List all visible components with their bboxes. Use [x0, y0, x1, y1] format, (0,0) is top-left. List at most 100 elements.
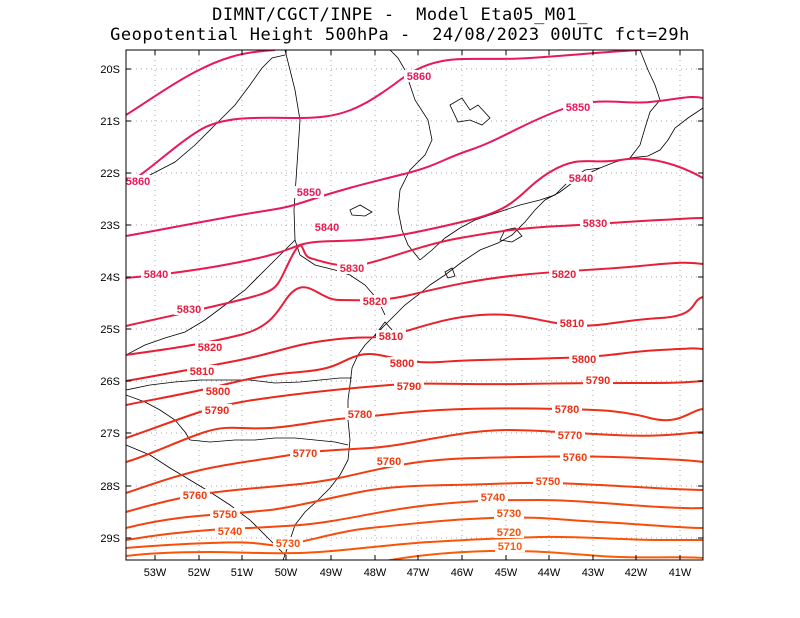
contour-label-5830: 5830: [177, 304, 201, 316]
coastline-borders: [126, 50, 703, 560]
contour-label-5740: 5740: [481, 492, 505, 504]
contour-label-bg: [174, 303, 204, 315]
contour-label-bg: [374, 455, 404, 467]
contour-label-bg: [583, 374, 613, 386]
lon-label: 49W: [320, 567, 343, 579]
contour-line-5850: [126, 95, 703, 237]
contour-label-5840: 5840: [144, 269, 168, 281]
contour-label-5730: 5730: [497, 508, 521, 520]
contour-line-5720: [126, 535, 703, 557]
border-mg-es: [629, 50, 661, 159]
contour-label-5820: 5820: [552, 269, 576, 281]
lat-label: 27S: [100, 428, 120, 440]
contour-line-5740: [126, 499, 703, 541]
contour-label-5790: 5790: [397, 381, 421, 393]
map-frame: [125, 49, 704, 561]
contour-label-bg: [294, 186, 324, 198]
lon-label: 53W: [144, 567, 167, 579]
contour-label-bg: [494, 507, 524, 519]
border-ms-pr: [126, 239, 296, 356]
lat-label: 28S: [100, 481, 120, 493]
chart-title-line2: Geopotential Height 500hPa - 24/08/2023 …: [110, 25, 690, 45]
contour-label-bg: [376, 330, 406, 342]
contour-label-5770: 5770: [558, 430, 582, 442]
lon-label: 46W: [451, 567, 474, 579]
contour-line-5860: [126, 50, 276, 116]
contour-label-bg: [273, 537, 303, 549]
contour-label-bg: [312, 221, 342, 233]
contour-line-5730: [126, 516, 703, 549]
contour-label-5740: 5740: [218, 526, 242, 538]
border-pr-sc: [126, 377, 352, 391]
lon-label: 41W: [669, 567, 692, 579]
contour-label-bg: [141, 268, 171, 280]
contour-label-bg: [202, 404, 232, 416]
contour-label-5780: 5780: [555, 404, 579, 416]
contour-label-bg: [495, 540, 525, 552]
contour-label-5840: 5840: [315, 222, 339, 234]
contour-label-bg: [552, 403, 582, 415]
chart-title-line1: DIMNT/CGCT/INPE - Model Eta05_M01_: [212, 5, 588, 25]
axis-ticks: 20S 21S 22S 23S 24S 25S 26S 27S 28S 29S 53W 52W 51W 5…: [100, 50, 703, 579]
contour-line-5830: [126, 217, 703, 327]
contour-label-bg: [345, 408, 375, 420]
contour-label-bg: [123, 175, 153, 187]
lon-label: 47W: [407, 567, 430, 579]
contour-label-5810: 5810: [379, 331, 403, 343]
contour-label-bg: [187, 365, 217, 377]
contour-label-bg: [337, 262, 367, 274]
contour-label-bg: [533, 475, 563, 487]
lat-label: 23S: [100, 220, 120, 232]
contour-label-bg: [555, 429, 585, 441]
contour-label-bg: [210, 508, 240, 520]
contour-line-5770: [126, 429, 703, 494]
contour-label-5830: 5830: [583, 218, 607, 230]
contour-label-bg: [478, 491, 508, 503]
lon-label: 51W: [231, 567, 254, 579]
contour-label-bg: [580, 217, 610, 229]
contour-label-5780: 5780: [348, 409, 372, 421]
contour-line-5780: [126, 407, 703, 463]
contour-label-bg: [563, 101, 593, 113]
lat-label: 21S: [100, 116, 120, 128]
contour-label-bg: [203, 385, 233, 397]
contour-label-5790: 5790: [205, 405, 229, 417]
lon-label: 48W: [364, 567, 387, 579]
contour-label-5830: 5830: [340, 263, 364, 275]
contour-label-5860: 5860: [407, 71, 431, 83]
contour-label-5760: 5760: [377, 456, 401, 468]
contour-label-5850: 5850: [566, 102, 590, 114]
contour-label-5800: 5800: [572, 354, 596, 366]
lon-label: 43W: [582, 567, 605, 579]
contour-line-5750: [126, 481, 703, 529]
contour-label-bg: [494, 526, 524, 538]
lon-label: 45W: [495, 567, 518, 579]
contour-line-5710: [385, 549, 703, 560]
lon-label: 50W: [275, 567, 298, 579]
border-arg-br: [126, 394, 191, 441]
contour-label-bg: [180, 489, 210, 501]
lat-label: 22S: [100, 168, 120, 180]
contour-label-5850: 5850: [297, 187, 321, 199]
contour-line-5840: [126, 157, 703, 279]
contour-label-5710: 5710: [498, 541, 522, 553]
contour-label-5770: 5770: [293, 448, 317, 460]
island-ilhabela: [444, 267, 456, 279]
contour-label-5760: 5760: [183, 490, 207, 502]
lat-label: 20S: [100, 64, 120, 76]
contour-label-5730: 5730: [276, 538, 300, 550]
lat-label: 29S: [100, 533, 120, 545]
lat-label: 25S: [100, 324, 120, 336]
contour-label-bg: [290, 447, 320, 459]
contour-label-bg: [394, 380, 424, 392]
contour-label-5800: 5800: [206, 386, 230, 398]
contour-label-bg: [566, 172, 596, 184]
border-sc-rs: [189, 437, 349, 446]
contour-line-5860: [126, 50, 641, 186]
contour-label-5810: 5810: [560, 318, 584, 330]
lakes-mg: [449, 97, 491, 126]
contour-labels: 5860 5860 5850 5850 5840 5840 5840 5830 5830 5830…: [123, 70, 613, 553]
contour-label-5720: 5720: [497, 527, 521, 539]
contour-label-bg: [557, 317, 587, 329]
